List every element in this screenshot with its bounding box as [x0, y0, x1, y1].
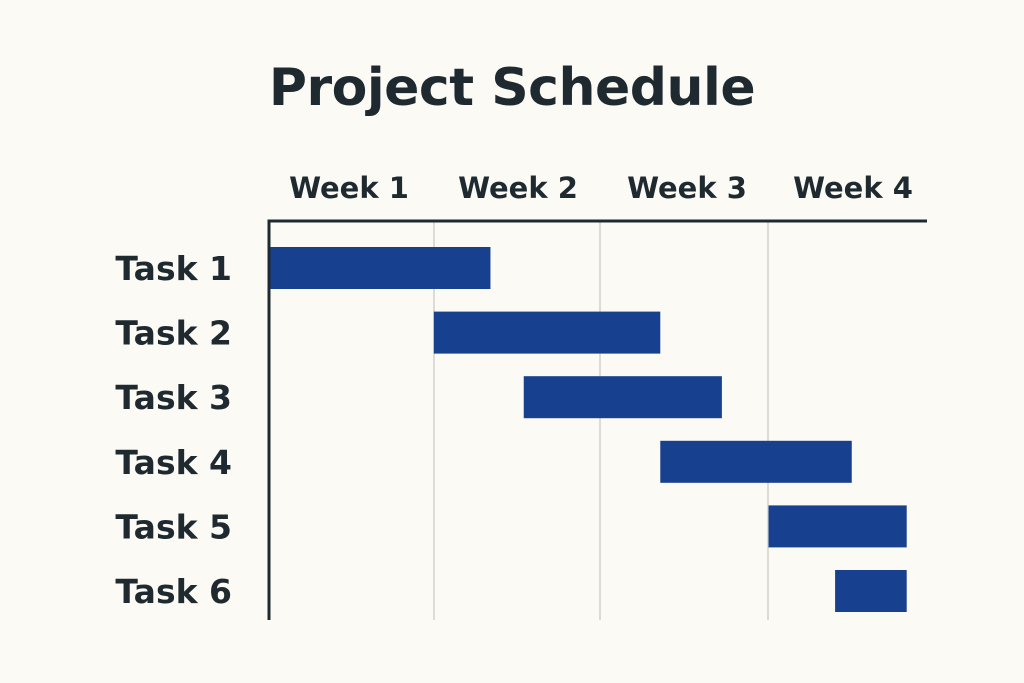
task-bar: [523, 376, 722, 419]
week-header-label: Week 2: [458, 171, 578, 205]
task-bar: [660, 440, 852, 483]
task-label: Task 6: [115, 572, 232, 611]
task-label: Task 1: [115, 249, 232, 288]
week-header-label: Week 1: [289, 171, 409, 205]
week-header-label: Week 4: [793, 171, 913, 205]
task-bar: [269, 247, 491, 289]
task-bar: [768, 505, 907, 548]
labels: Week 1 Week 2 Week 3 Week 4 Task 1 Task 2 Task…: [115, 171, 913, 611]
task-label: Task 5: [115, 507, 232, 546]
task-bar: [835, 570, 907, 612]
task-bars: [269, 247, 907, 612]
week-header-label: Week 3: [627, 171, 747, 205]
axes: [267, 219, 927, 620]
task-label: Task 4: [115, 443, 232, 482]
task-bar: [433, 311, 661, 354]
chart-title: Project Schedule: [268, 58, 756, 118]
task-label: Task 3: [115, 378, 232, 417]
task-label: Task 2: [115, 314, 232, 353]
